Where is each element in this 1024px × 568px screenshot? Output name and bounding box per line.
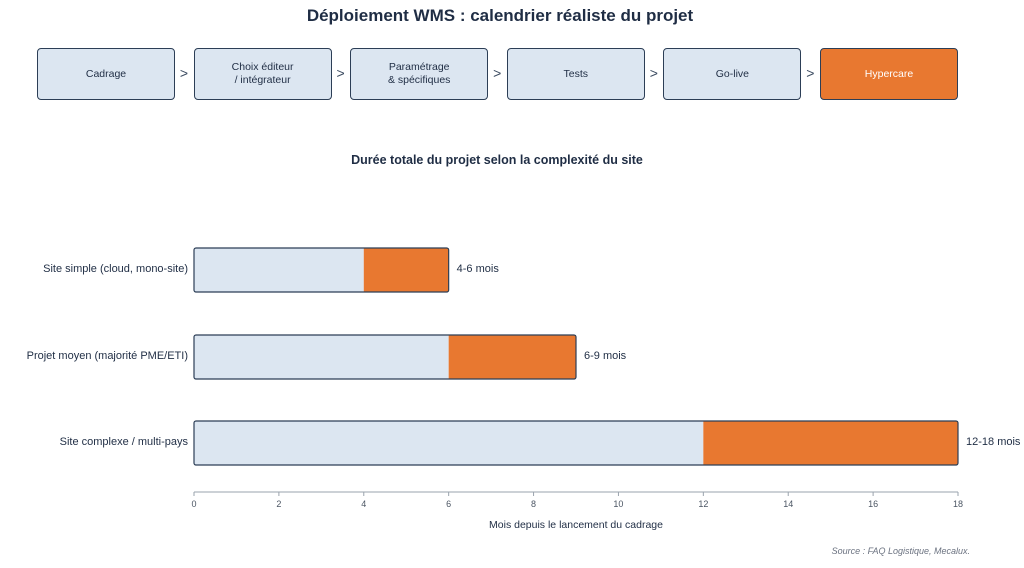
bar-segment-base bbox=[194, 421, 704, 465]
bar-outline bbox=[193, 247, 450, 293]
category-label: Site complexe / multi-pays bbox=[59, 436, 188, 448]
phase-step-2: Choix éditeur / intégrateur bbox=[193, 48, 332, 100]
chart-title: Durée totale du projet selon la complexi… bbox=[351, 153, 643, 167]
phase-step-3: Paramétrage & spécifiques bbox=[350, 48, 489, 100]
bar-segment-base bbox=[194, 248, 364, 292]
x-tick-label: 4 bbox=[361, 499, 366, 509]
phase-step-1: Cadrage bbox=[37, 48, 175, 100]
x-axis-label: Mois depuis le lancement du cadrage bbox=[489, 519, 663, 531]
phase-arrow-icon: > bbox=[336, 65, 345, 81]
x-tick-label: 10 bbox=[613, 499, 623, 509]
x-tick-label: 16 bbox=[868, 499, 878, 509]
page-title: Déploiement WMS : calendrier réaliste du… bbox=[306, 6, 694, 25]
phase-arrow-icon: > bbox=[806, 65, 815, 81]
phase-arrow-icon: > bbox=[493, 65, 502, 81]
source-note: Source : FAQ Logistique, Mecalux. bbox=[831, 546, 970, 556]
bar-outline bbox=[193, 420, 959, 466]
x-tick-label: 14 bbox=[783, 499, 793, 509]
category-label: Projet moyen (majorité PME/ETI) bbox=[26, 350, 188, 362]
phase-step-6: Hypercare bbox=[820, 48, 958, 100]
bar-segment-base bbox=[194, 335, 449, 379]
phase-step-5: Go-live bbox=[663, 48, 802, 100]
phase-arrow-icon: > bbox=[649, 65, 658, 81]
x-tick-label: 12 bbox=[698, 499, 708, 509]
phase-step-4: Tests bbox=[506, 48, 645, 100]
data-label: 12-18 mois bbox=[966, 436, 1021, 448]
bar-segment-extra bbox=[703, 421, 958, 465]
phase-arrow-icon: > bbox=[179, 65, 189, 81]
x-tick-label: 6 bbox=[446, 499, 451, 509]
x-tick-label: 0 bbox=[191, 499, 196, 509]
bar-segment-extra bbox=[448, 335, 576, 379]
x-tick-label: 18 bbox=[953, 499, 963, 509]
bar-segment-extra bbox=[363, 248, 449, 292]
data-label: 4-6 mois bbox=[456, 263, 499, 275]
bar-outline bbox=[193, 334, 577, 380]
data-label: 6-9 mois bbox=[584, 350, 627, 362]
category-label: Site simple (cloud, mono-site) bbox=[43, 263, 188, 275]
x-tick-label: 8 bbox=[531, 499, 536, 509]
x-tick-label: 2 bbox=[276, 499, 281, 509]
